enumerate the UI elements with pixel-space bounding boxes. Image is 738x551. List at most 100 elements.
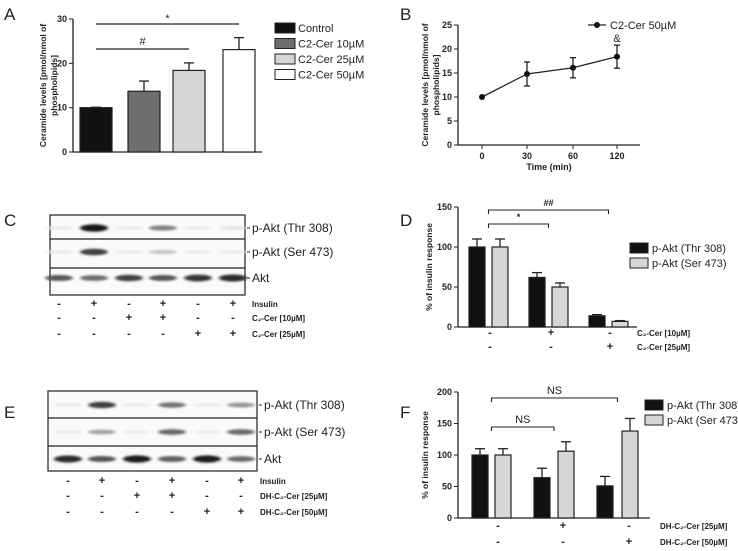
panel-label-f: F xyxy=(400,403,410,422)
band xyxy=(219,250,247,254)
y-tick-label: 200 xyxy=(437,387,452,397)
band xyxy=(45,274,73,282)
band xyxy=(123,403,151,407)
condition-sign: - xyxy=(549,341,553,353)
significance-bracket xyxy=(487,209,610,214)
condition-sign: + xyxy=(230,328,236,340)
condition-sign: - xyxy=(135,506,139,518)
condition-sign: - xyxy=(57,298,61,310)
condition-sign: + xyxy=(238,475,244,487)
blot-frame xyxy=(49,214,246,296)
bar-ser473 xyxy=(557,450,575,519)
panel-label-b: B xyxy=(400,5,411,24)
condition-sign: + xyxy=(134,490,140,502)
condition-label: Insulin xyxy=(252,300,278,309)
condition-sign: - xyxy=(496,520,500,532)
condition-sign: - xyxy=(161,328,165,340)
band xyxy=(45,250,73,254)
condition-sign: + xyxy=(169,490,175,502)
band xyxy=(193,430,221,434)
y-tick-label: 50 xyxy=(442,282,452,292)
blot-row-label: Akt xyxy=(252,271,270,285)
bar-3 xyxy=(172,69,206,153)
condition-sign: - xyxy=(66,475,70,487)
band xyxy=(88,455,116,463)
legend-swatch xyxy=(644,414,664,426)
condition-sign: - xyxy=(239,490,243,502)
x-tick-label: 120 xyxy=(609,151,624,161)
condition-sign: + xyxy=(238,506,244,518)
y-tick-label: 20 xyxy=(442,44,452,54)
band xyxy=(158,456,186,462)
condition-sign: + xyxy=(169,475,175,487)
data-point xyxy=(524,70,530,77)
condition-sign: - xyxy=(196,298,200,310)
panel-label-e: E xyxy=(4,403,15,422)
band xyxy=(158,402,186,408)
condition-sign: - xyxy=(496,536,500,548)
condition-sign: - xyxy=(127,328,131,340)
condition-sign: + xyxy=(607,341,613,353)
condition-sign: - xyxy=(231,312,235,324)
blot-row-label: p-Akt (Thr 308) xyxy=(264,398,345,412)
blot-row-label: p-Akt (Ser 473) xyxy=(264,425,345,439)
band xyxy=(184,226,212,230)
condition-label: C₂-Cer [25µM] xyxy=(637,343,690,352)
legend-label: C2-Cer 25µM xyxy=(298,54,364,66)
bar-thr308 xyxy=(528,276,546,328)
bar-thr308 xyxy=(596,485,614,519)
condition-sign: - xyxy=(92,312,96,324)
condition-label: C₂-Cer [10µM] xyxy=(637,329,690,338)
condition-sign: - xyxy=(627,520,631,532)
band xyxy=(88,401,116,409)
band xyxy=(184,250,212,254)
significance-marker: * xyxy=(517,212,521,222)
condition-label: DH-C₂-Cer [25µM] xyxy=(260,492,328,501)
band xyxy=(45,226,73,230)
band xyxy=(193,455,221,463)
y-tick-label: 0 xyxy=(62,147,67,157)
condition-sign: - xyxy=(561,536,565,548)
significance-bracket xyxy=(490,397,619,402)
y-tick-label: 15 xyxy=(442,68,452,78)
legend-label: p-Akt (Thr 308) xyxy=(667,400,738,412)
y-axis-label-line2: phospholipids] xyxy=(49,55,59,116)
condition-label: DH-C₂-Cer [50µM] xyxy=(260,508,328,517)
significance-marker: * xyxy=(165,13,170,25)
condition-label: C₂-Cer [10µM] xyxy=(252,314,305,323)
x-tick-label: 30 xyxy=(522,151,532,161)
condition-sign: + xyxy=(91,298,97,310)
condition-sign: + xyxy=(626,536,632,548)
band xyxy=(88,429,116,435)
band xyxy=(227,402,255,408)
y-axis-label: % of insulin response xyxy=(424,223,434,311)
panel-label-c: C xyxy=(4,211,16,230)
y-tick-label: 0 xyxy=(447,322,452,332)
legend-swatch xyxy=(274,53,296,65)
condition-sign: + xyxy=(99,475,105,487)
significance-marker: & xyxy=(613,33,621,45)
condition-sign: + xyxy=(195,328,201,340)
band xyxy=(54,455,82,463)
blot-frame xyxy=(47,390,258,472)
y-tick-label: 5 xyxy=(447,116,452,126)
blot-row-label: p-Akt (Thr 308) xyxy=(252,221,333,235)
band xyxy=(219,274,247,282)
condition-sign: + xyxy=(230,298,236,310)
legend-swatch xyxy=(274,22,296,34)
condition-sign: + xyxy=(560,520,566,532)
condition-sign: - xyxy=(92,328,96,340)
condition-label: DH-C₂-Cer [25µM] xyxy=(660,522,728,531)
significance-bracket xyxy=(487,223,550,228)
condition-sign: + xyxy=(160,298,166,310)
condition-sign: + xyxy=(548,327,554,339)
condition-sign: - xyxy=(205,475,209,487)
band xyxy=(227,429,255,435)
condition-sign: - xyxy=(66,506,70,518)
y-tick-label: 100 xyxy=(437,450,452,460)
y-axis-label: % of insulin response xyxy=(420,411,430,499)
legend-label: C2-Cer 10µM xyxy=(298,39,364,51)
y-axis-label-line1: Ceramide levels [pmol/nmol of xyxy=(420,23,430,146)
y-tick-label: 20 xyxy=(57,58,67,68)
band xyxy=(123,455,151,463)
